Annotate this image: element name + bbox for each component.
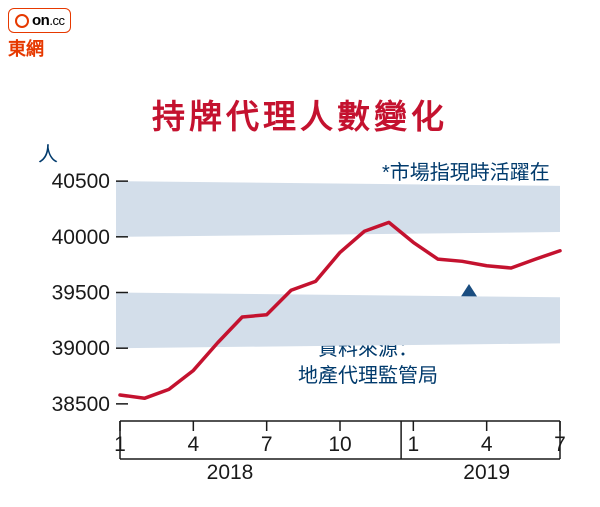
line-chart: 3850039000395004000040500147101472018201… [20, 150, 590, 480]
publisher-logo: on.cc 東網 [8, 8, 71, 61]
logo-subtitle: 東網 [8, 35, 71, 61]
svg-text:40000: 40000 [52, 226, 110, 249]
logo-o-icon [15, 14, 29, 28]
svg-text:1: 1 [407, 433, 419, 456]
svg-text:4: 4 [187, 433, 199, 456]
svg-text:39000: 39000 [52, 337, 110, 360]
svg-text:38500: 38500 [52, 393, 110, 416]
logo-box: on.cc [8, 8, 71, 33]
svg-text:2019: 2019 [463, 461, 510, 480]
svg-text:4: 4 [481, 433, 493, 456]
svg-text:10: 10 [328, 433, 351, 456]
logo-text: on.cc [32, 12, 64, 29]
svg-text:2018: 2018 [207, 461, 254, 480]
svg-text:39500: 39500 [52, 282, 110, 305]
chart-title: 持牌代理人數變化 [0, 90, 600, 138]
svg-text:7: 7 [261, 433, 273, 456]
svg-text:40500: 40500 [52, 170, 110, 193]
